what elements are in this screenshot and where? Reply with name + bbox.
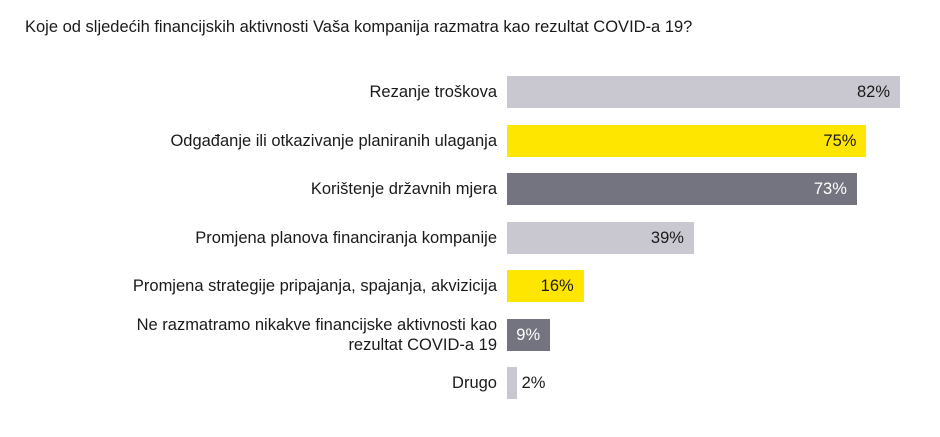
bar	[507, 173, 857, 205]
category-label-line: Promjena strategije pripajanja, spajanja…	[132, 277, 497, 295]
category-label-line: Promjena planova financiranja kompanije	[195, 228, 497, 247]
bar	[507, 270, 584, 302]
category-label-line: Odgađanje ili otkazivanje planiranih ula…	[170, 131, 497, 150]
bar	[507, 221, 694, 254]
category-label: Promjena strategije pripajanja, spajanja…	[133, 276, 497, 296]
bar	[507, 124, 867, 157]
bar	[507, 76, 900, 108]
category-label-line: rezultat COVID-a 19	[348, 335, 497, 354]
category-label: Promjena planova financiranja kompanije	[195, 228, 497, 248]
bar-value-label: 75%	[823, 131, 857, 150]
bar	[507, 318, 551, 351]
bar-value-label: 82%	[856, 83, 890, 101]
category-label-line: Drugo	[452, 374, 497, 392]
category-label-line: Korištenje državnih mjera	[310, 180, 497, 198]
bar	[507, 367, 517, 399]
bar-value-label: 2%	[521, 374, 546, 392]
category-label-line: Ne razmatramo nikakve financijske aktivn…	[136, 315, 497, 334]
category-label: Korištenje državnih mjera	[311, 179, 497, 199]
category-label: Odgađanje ili otkazivanje planiranih ula…	[170, 131, 497, 151]
bar-value-label: 73%	[813, 180, 847, 198]
category-label-line: Rezanje troškova	[369, 83, 497, 101]
chart-title: Koje od sljedećih financijskih aktivnost…	[25, 18, 693, 36]
bar-value-label: 39%	[650, 228, 684, 247]
bar-value-label: 16%	[540, 277, 574, 295]
category-label: Ne razmatramo nikakve financijske aktivn…	[137, 315, 497, 355]
bar-value-label: 9%	[516, 325, 541, 344]
category-label: Drugo	[452, 373, 497, 393]
category-label: Rezanje troškova	[370, 82, 497, 102]
